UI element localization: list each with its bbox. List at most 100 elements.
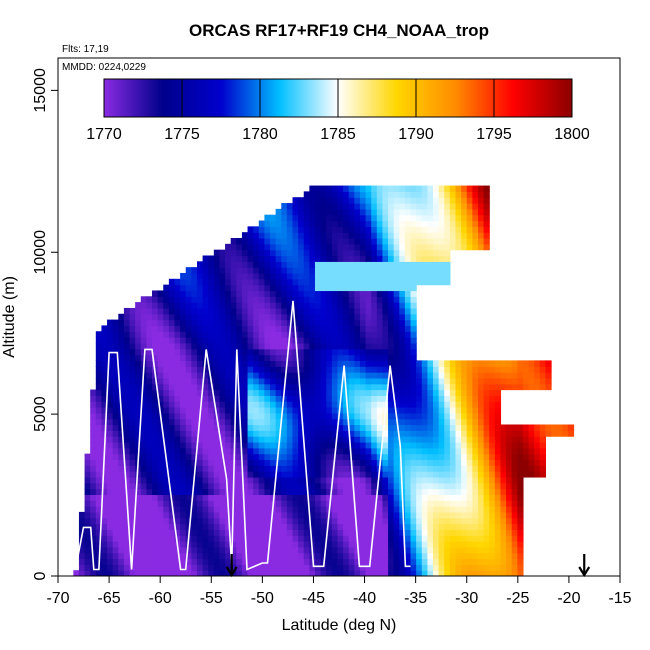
heatmap-cell	[399, 441, 406, 449]
heatmap-cell	[376, 203, 384, 210]
heatmap-cell	[489, 558, 496, 565]
heatmap-cell	[354, 418, 361, 426]
heatmap-cell	[314, 488, 322, 496]
heatmap-cell	[219, 558, 226, 565]
heatmap-cell	[472, 203, 479, 210]
heatmap-cell	[433, 564, 440, 571]
heatmap-cell	[298, 208, 305, 216]
heatmap-cell	[112, 319, 119, 327]
heatmap-cell	[438, 214, 445, 222]
heatmap-cell	[444, 255, 451, 262]
heatmap-cell	[101, 401, 108, 408]
heatmap-cell	[253, 506, 260, 513]
heatmap-cell	[489, 453, 496, 461]
heatmap-cell	[489, 459, 496, 466]
heatmap-cell	[270, 284, 277, 292]
heatmap-cell	[292, 447, 299, 455]
heatmap-cell	[455, 366, 462, 373]
heatmap-cell	[382, 290, 389, 297]
heatmap-cell	[444, 372, 451, 379]
heatmap-cell	[466, 220, 473, 227]
heatmap-cell	[78, 564, 86, 571]
heatmap-cell	[410, 377, 417, 385]
heatmap-cell	[359, 267, 367, 274]
heatmap-cell	[399, 447, 406, 455]
heatmap-cell	[371, 453, 378, 461]
heatmap-cell	[433, 191, 440, 198]
heatmap-cell	[286, 412, 294, 420]
heatmap-cell	[539, 436, 547, 443]
heatmap-cell	[477, 529, 485, 536]
heatmap-cell	[270, 447, 277, 455]
heatmap-cell	[123, 348, 131, 356]
heatmap-cell	[388, 325, 395, 332]
heatmap-cell	[286, 570, 294, 576]
down-arrow-icon	[578, 554, 591, 578]
heatmap-cell	[461, 383, 468, 391]
heatmap-cell	[331, 407, 339, 414]
heatmap-cell	[506, 471, 513, 478]
heatmap-cell	[196, 278, 204, 286]
heatmap-cell	[343, 331, 350, 338]
heatmap-cell	[494, 494, 502, 501]
heatmap-cell	[337, 307, 344, 315]
heatmap-cell	[202, 267, 209, 274]
heatmap-cell	[393, 342, 400, 350]
heatmap-cell	[388, 272, 395, 280]
heatmap-cell	[140, 564, 147, 571]
heatmap-cell	[213, 506, 221, 513]
heatmap-cell	[427, 546, 434, 554]
heatmap-cell	[399, 407, 406, 414]
heatmap-cell	[416, 360, 423, 367]
heatmap-cell	[472, 476, 479, 484]
heatmap-cell	[472, 570, 479, 576]
heatmap-cell	[270, 541, 277, 548]
heatmap-cell	[354, 407, 361, 414]
heatmap-cell	[477, 372, 485, 379]
heatmap-cell	[135, 488, 142, 496]
heatmap-cell	[399, 558, 406, 565]
heatmap-cell	[427, 203, 434, 210]
heatmap-cell	[421, 272, 428, 280]
heatmap-cell	[112, 535, 119, 542]
heatmap-cell	[174, 482, 181, 490]
heatmap-cell	[421, 441, 428, 449]
heatmap-cell	[483, 488, 490, 496]
heatmap-cell	[466, 214, 473, 222]
heatmap-cell	[388, 191, 395, 198]
heatmap-cell	[118, 337, 125, 344]
heatmap-cell	[314, 238, 322, 245]
heatmap-cell	[202, 360, 209, 367]
heatmap-cell	[472, 412, 479, 420]
heatmap-cell	[230, 418, 237, 426]
heatmap-cell	[455, 529, 462, 536]
heatmap-cell	[225, 552, 232, 560]
heatmap-cell	[123, 319, 131, 327]
heatmap-cell	[337, 494, 344, 501]
heatmap-cell	[213, 267, 221, 274]
heatmap-cell	[185, 290, 192, 297]
heatmap-cell	[438, 383, 445, 391]
heatmap-cell	[421, 197, 428, 204]
heatmap-cell	[466, 558, 473, 565]
heatmap-cell	[500, 500, 507, 507]
heatmap-cell	[219, 360, 226, 367]
heatmap-cell	[399, 360, 406, 367]
heatmap-cell	[331, 511, 339, 519]
heatmap-cell	[354, 372, 361, 379]
heatmap-cell	[337, 535, 344, 542]
x-tick-label: -45	[302, 590, 325, 607]
heatmap-cell	[202, 471, 209, 478]
heatmap-cell	[472, 500, 479, 507]
heatmap-cell	[191, 488, 198, 496]
heatmap-cell	[494, 523, 502, 530]
heatmap-cell	[461, 401, 468, 408]
heatmap-cell	[123, 529, 131, 536]
heatmap-cell	[433, 220, 440, 227]
heatmap-cell	[275, 313, 282, 321]
heatmap-cell	[258, 331, 266, 338]
heatmap-cell	[236, 523, 243, 530]
heatmap-cell	[112, 377, 119, 385]
heatmap-cell	[129, 453, 136, 461]
heatmap-cell	[393, 476, 400, 484]
